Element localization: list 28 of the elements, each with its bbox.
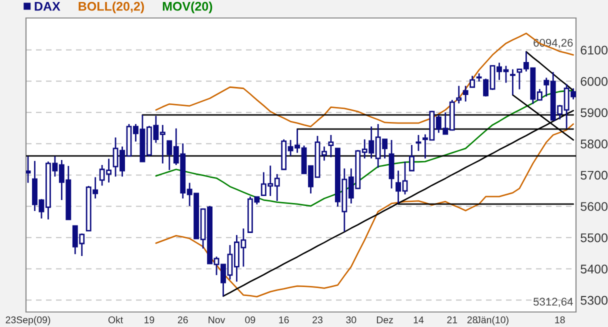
x-tick-label: 23Sep(09) <box>6 316 50 326</box>
y-tick-label: 5300 <box>580 296 608 305</box>
x-tick-label: 23 <box>312 316 322 324</box>
x-tick-label: Nov <box>208 316 226 324</box>
y-tick-label: 6100 <box>580 46 608 55</box>
y-tick-label: 5600 <box>580 202 608 211</box>
y-tick-label: 5400 <box>580 264 608 274</box>
y-tick-label: 5500 <box>580 233 608 242</box>
y-tick-label: 6000 <box>580 76 608 86</box>
x-tick-label: 16 <box>279 316 289 324</box>
x-tick-label: 30 <box>346 316 356 324</box>
x-tick-label: 09 <box>245 316 256 324</box>
x-tick-label: 26 <box>178 316 188 324</box>
y-tick-label: 5800 <box>580 140 608 148</box>
y-tick-label: 5900 <box>580 108 608 118</box>
x-tick-label: Dez <box>376 316 393 324</box>
x-tick-label: Jän(10) <box>476 316 508 326</box>
legend-label: DAX <box>34 2 60 11</box>
x-tick-label: 18 <box>555 316 565 324</box>
x-tick-label: 28 <box>467 316 478 324</box>
text: MOV(20) <box>162 2 212 14</box>
x-tick-label: 19 <box>144 316 154 324</box>
x-tick-label: 21 <box>447 316 458 324</box>
y-tick-label: 5700 <box>580 170 608 180</box>
text: BOLL(20,2) <box>78 2 144 14</box>
annotation: 5312,64 <box>534 298 573 307</box>
x-tick-label: 14 <box>414 316 424 324</box>
x-tick-label: Okt <box>108 316 124 324</box>
